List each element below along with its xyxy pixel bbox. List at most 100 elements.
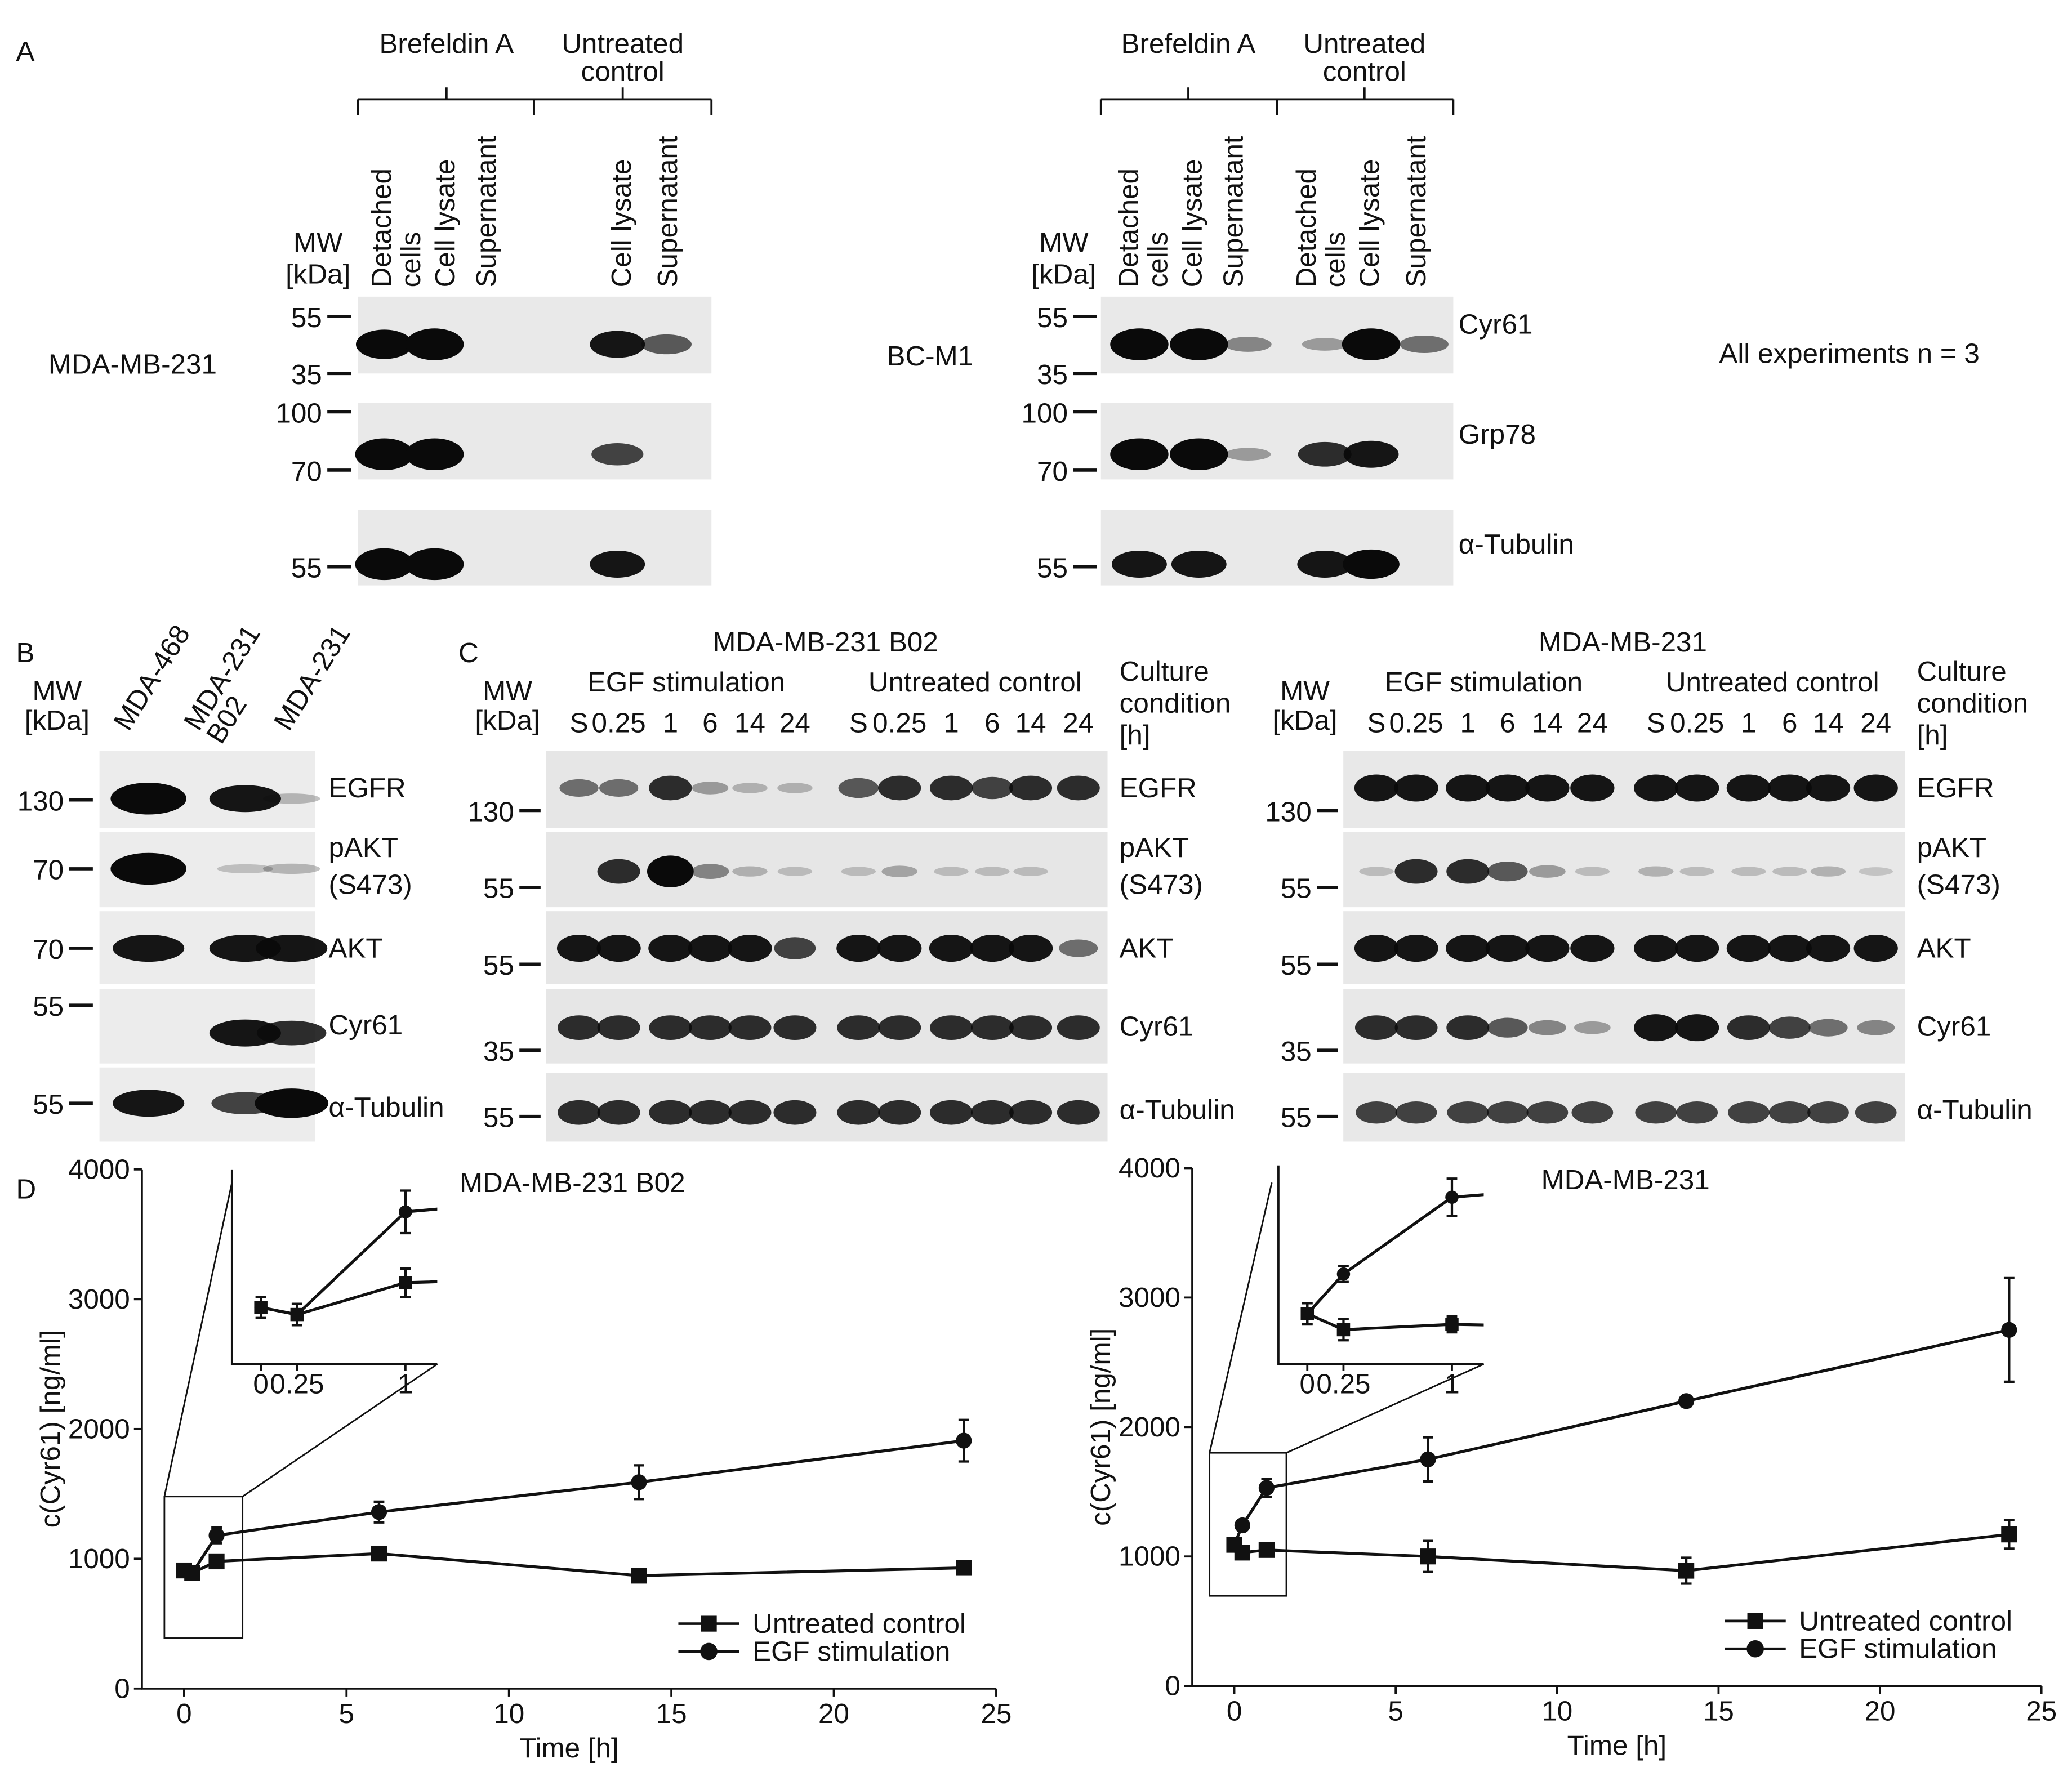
blot-band <box>878 1100 921 1125</box>
blot-band <box>405 328 464 360</box>
inset-x-tick-label: 0.25 <box>1316 1368 1370 1399</box>
blot-band <box>1675 774 1719 802</box>
zoom-line <box>163 1182 233 1497</box>
blot-membrane <box>358 510 712 586</box>
culture-label: [h] <box>1917 720 1948 751</box>
blot-band <box>1394 774 1438 802</box>
blot-band <box>1635 1101 1677 1124</box>
blot-band <box>1395 1101 1437 1124</box>
protein-label: α-Tubulin <box>1120 1094 1235 1125</box>
mw-marker: 55 <box>33 1089 64 1120</box>
blot-band <box>1487 861 1528 882</box>
blot-band <box>1171 550 1227 578</box>
protein-label: (S473) <box>329 869 412 900</box>
mw-label: MW <box>293 227 343 258</box>
x-tick-label: 10 <box>493 1698 524 1729</box>
blot-band <box>688 1100 732 1125</box>
blot-band <box>405 548 464 581</box>
mw-marker: 35 <box>1281 1036 1312 1067</box>
blot-band <box>1057 1015 1100 1041</box>
mw-marker: 55 <box>1281 873 1312 904</box>
data-point <box>371 1545 387 1562</box>
mw-marker: 55 <box>33 991 64 1022</box>
blot-band <box>970 1015 1014 1041</box>
protein-label: Cyr61 <box>1120 1011 1194 1042</box>
x-tick-label: 10 <box>1541 1695 1572 1726</box>
blot-band <box>970 1100 1014 1125</box>
blot-band <box>929 935 974 962</box>
mw-label: MW <box>32 676 82 707</box>
blot-band <box>649 775 692 801</box>
blot-title: MDA-MB-231 <box>1539 627 1707 658</box>
blot-band <box>1772 867 1807 876</box>
blot-band <box>728 1100 772 1125</box>
blot-band <box>1857 1020 1895 1035</box>
blot-band <box>1013 867 1048 876</box>
data-point <box>399 1276 412 1289</box>
blot-band <box>1768 1101 1811 1124</box>
blot-band <box>255 1088 329 1118</box>
blot-band <box>1170 438 1228 470</box>
x-tick-label: 25 <box>981 1698 1012 1729</box>
group-header: Untreated <box>562 28 684 59</box>
blot-band <box>1675 935 1719 962</box>
time-label: S <box>570 708 589 739</box>
panel-label: D <box>16 1174 36 1205</box>
mw-marker: 100 <box>1022 398 1068 429</box>
culture-label: [h] <box>1120 720 1151 751</box>
mw-marker: 55 <box>291 302 322 333</box>
protein-label: (S473) <box>1917 869 2000 900</box>
y-tick-label: 3000 <box>68 1284 130 1315</box>
mw-marker: 70 <box>33 855 64 886</box>
mw-label: [kDa] <box>25 705 90 736</box>
x-tick-label: 25 <box>2026 1695 2057 1726</box>
zoom-box <box>1209 1452 1287 1597</box>
data-point <box>956 1432 972 1449</box>
legend-label: Untreated control <box>752 1608 966 1639</box>
inset-axis <box>1277 1165 1484 1365</box>
blot-band <box>934 867 969 876</box>
time-label: 0.25 <box>872 708 926 739</box>
blot-band <box>1634 935 1678 962</box>
blot-band <box>838 778 879 798</box>
blot-band <box>647 855 694 887</box>
blot-band <box>597 859 640 884</box>
blot-band <box>1009 1100 1053 1125</box>
data-point <box>1445 1190 1459 1204</box>
y-tick-label: 1000 <box>68 1543 130 1574</box>
blot-band <box>1731 867 1766 876</box>
blot-band <box>1446 774 1490 802</box>
time-label: 14 <box>1813 708 1844 739</box>
x-axis-label: Time [h] <box>1567 1730 1667 1761</box>
legend-marker <box>700 1642 718 1661</box>
protein-label: EGFR <box>1917 773 1994 804</box>
cell-line: MDA-MB-231 <box>48 349 217 380</box>
blot-band <box>1806 935 1851 962</box>
blot-band <box>590 331 645 358</box>
blot-band <box>1808 1019 1848 1037</box>
mw-marker: 35 <box>483 1036 514 1067</box>
data-point <box>1678 1393 1695 1409</box>
mw-marker: 35 <box>291 359 322 390</box>
panel-label: C <box>458 637 479 668</box>
inset-x-tick-label: 0 <box>253 1368 268 1399</box>
zoom-box <box>163 1496 244 1639</box>
blot-band <box>1486 1101 1529 1124</box>
mw-marker: 130 <box>1265 796 1311 827</box>
series-line <box>184 1439 964 1575</box>
x-tick-label: 0 <box>1227 1695 1242 1726</box>
blot-band <box>728 935 772 962</box>
blot-band <box>113 1090 185 1117</box>
mw-marker: 55 <box>483 1103 514 1133</box>
blot-band <box>209 785 281 813</box>
mw-marker: 55 <box>1281 1103 1312 1133</box>
blot-band <box>1057 1100 1100 1125</box>
x-tick-label: 0 <box>176 1698 191 1729</box>
blot-band <box>1354 935 1399 962</box>
blot-band <box>691 864 729 880</box>
culture-label: condition <box>1120 688 1231 718</box>
blot-band <box>1525 935 1570 962</box>
group-header: EGF stimulation <box>1385 667 1583 698</box>
blot-band <box>113 935 185 962</box>
blot-band <box>558 1100 601 1125</box>
